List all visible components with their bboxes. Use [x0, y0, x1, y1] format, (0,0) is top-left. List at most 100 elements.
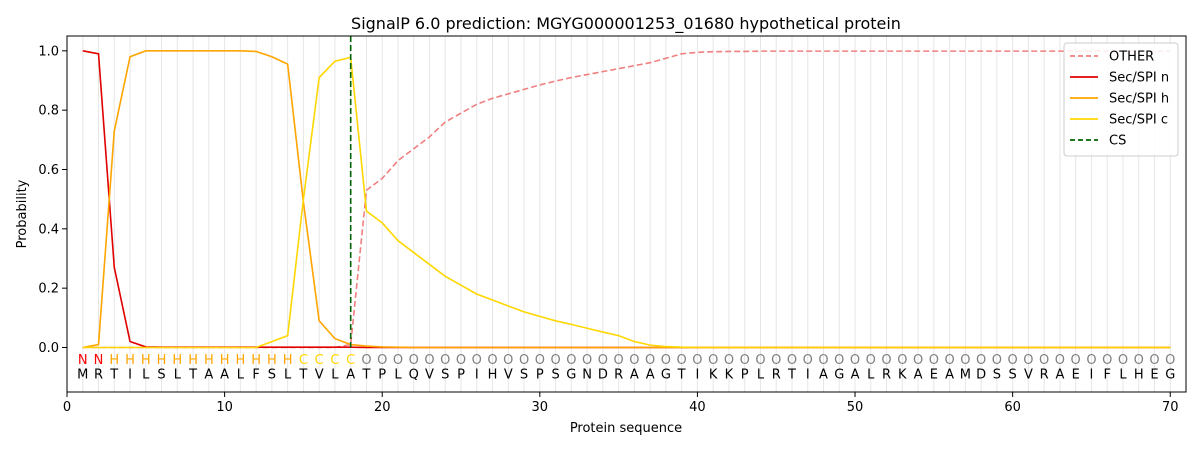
- x-tick-label: 10: [216, 400, 233, 415]
- y-tick-label: 0.2: [38, 282, 59, 297]
- residue-letter: I: [128, 368, 132, 383]
- region-label: C: [346, 353, 355, 368]
- residue-letter: S: [551, 368, 559, 383]
- residue-letter: A: [851, 368, 860, 383]
- region-label: O: [377, 353, 387, 368]
- region-label: O: [1102, 353, 1112, 368]
- axis-ticks: 0 10 20 30 40 50 60 70 0.0 0.2 0.4 0.6 0.8 1.0: [38, 44, 1178, 415]
- region-label: N: [78, 353, 88, 368]
- y-tick-label: 1.0: [38, 44, 59, 59]
- legend-label: Sec/SPI h: [1109, 92, 1169, 107]
- residue-letter: Q: [409, 368, 419, 383]
- residue-letter: K: [709, 368, 718, 383]
- residue-letter: K: [725, 368, 734, 383]
- x-tick-label: 40: [689, 400, 706, 415]
- residue-letter: S: [441, 368, 449, 383]
- residue-letter: L: [867, 368, 875, 383]
- residue-letter: P: [457, 368, 465, 383]
- region-label: O: [424, 353, 434, 368]
- residue-letter: R: [94, 368, 103, 383]
- legend-label: Sec/SPI c: [1109, 113, 1168, 128]
- residue-letter: L: [394, 368, 402, 383]
- residue-letter: P: [741, 368, 749, 383]
- region-label: O: [582, 353, 592, 368]
- residue-letter: N: [582, 368, 592, 383]
- region-label: H: [204, 353, 214, 368]
- residue-letter: G: [661, 368, 671, 383]
- region-label: O: [456, 353, 466, 368]
- y-axis-label: Probability: [15, 179, 30, 248]
- residue-letter: L: [331, 368, 339, 383]
- region-label: N: [94, 353, 104, 368]
- region-label: O: [850, 353, 860, 368]
- residue-letter: V: [504, 368, 513, 383]
- region-label: O: [409, 353, 419, 368]
- region-label: O: [661, 353, 671, 368]
- region-label: H: [188, 353, 198, 368]
- residue-letter: T: [361, 368, 370, 383]
- region-label: H: [109, 353, 119, 368]
- residue-letter: T: [188, 368, 197, 383]
- residue-letter: P: [378, 368, 386, 383]
- residue-letter: S: [520, 368, 528, 383]
- region-label: O: [881, 353, 891, 368]
- region-label: O: [440, 353, 450, 368]
- region-label: O: [566, 353, 576, 368]
- residue-letter: P: [536, 368, 544, 383]
- region-label: O: [1086, 353, 1096, 368]
- legend-label: Sec/SPI n: [1109, 71, 1169, 86]
- region-label: O: [960, 353, 970, 368]
- y-tick-label: 0.6: [38, 163, 59, 178]
- region-label: H: [251, 353, 261, 368]
- region-label: O: [677, 353, 687, 368]
- residue-letter: I: [1090, 368, 1094, 383]
- residue-letter: T: [298, 368, 307, 383]
- residue-letter: D: [976, 368, 986, 383]
- series-line-sec-spi-h: [82, 50, 1171, 349]
- region-label: O: [535, 353, 545, 368]
- region-label: O: [1039, 353, 1049, 368]
- region-label: O: [692, 353, 702, 368]
- residue-letter: E: [1150, 368, 1158, 383]
- legend-box: [1063, 42, 1179, 157]
- residue-letter: I: [696, 368, 700, 383]
- region-label: H: [220, 353, 230, 368]
- residue-letter: M: [960, 368, 971, 383]
- residue-letter: A: [220, 368, 229, 383]
- x-tick-label: 0: [63, 400, 71, 415]
- residue-letter: R: [614, 368, 623, 383]
- region-label: O: [598, 353, 608, 368]
- residue-letter: G: [1165, 368, 1175, 383]
- residue-letter: L: [284, 368, 292, 383]
- region-label: O: [803, 353, 813, 368]
- residue-letter: S: [1009, 368, 1017, 383]
- region-label: O: [834, 353, 844, 368]
- region-label: O: [740, 353, 750, 368]
- residue-letter: L: [757, 368, 765, 383]
- region-label: O: [771, 353, 781, 368]
- region-label: O: [645, 353, 655, 368]
- residue-letter: F: [252, 368, 259, 383]
- region-label: O: [755, 353, 765, 368]
- region-label: O: [724, 353, 734, 368]
- region-label: O: [944, 353, 954, 368]
- residue-letter: A: [346, 368, 355, 383]
- x-tick-label: 20: [374, 400, 391, 415]
- series-line-other: [82, 50, 1171, 349]
- region-label: O: [393, 353, 403, 368]
- x-tick-label: 60: [1004, 400, 1021, 415]
- region-label: O: [361, 353, 371, 368]
- residue-letter: L: [142, 368, 150, 383]
- region-label: O: [503, 353, 513, 368]
- residue-letter: G: [566, 368, 576, 383]
- residue-letter: E: [1072, 368, 1080, 383]
- region-label: H: [267, 353, 277, 368]
- region-label: O: [1149, 353, 1159, 368]
- region-label: O: [487, 353, 497, 368]
- region-label: O: [787, 353, 797, 368]
- region-label: O: [550, 353, 560, 368]
- region-label: O: [1008, 353, 1018, 368]
- region-label: O: [929, 353, 939, 368]
- legend-label: CS: [1109, 134, 1126, 149]
- residue-letter: S: [993, 368, 1001, 383]
